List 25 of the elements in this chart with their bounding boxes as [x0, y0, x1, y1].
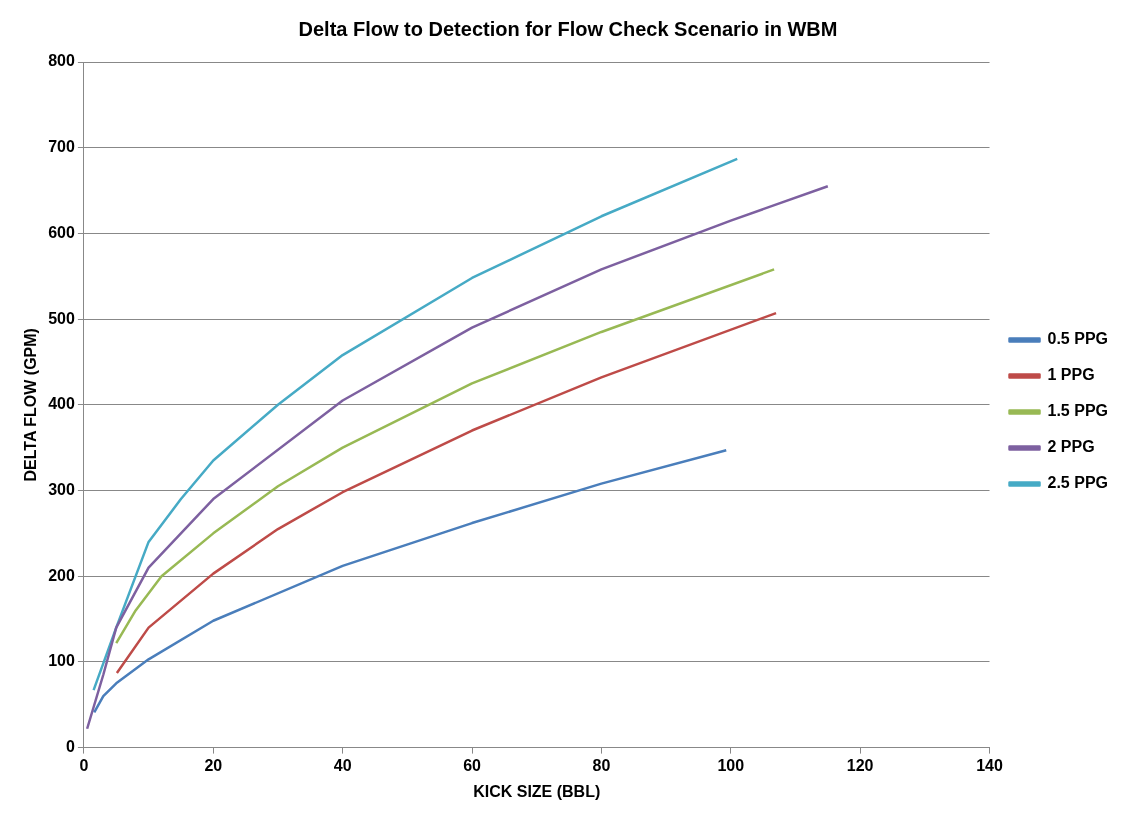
legend-label: 1.5 PPG — [1047, 402, 1109, 420]
x-tick-label: 60 — [463, 756, 482, 774]
x-tick-label: 120 — [846, 756, 874, 774]
x-tick-label: 0 — [79, 756, 89, 774]
y-tick-label: 400 — [48, 395, 75, 413]
chart-title: Delta Flow to Detection for Flow Check Scenario in WBM — [298, 17, 838, 40]
legend-label: 0.5 PPG — [1047, 330, 1109, 348]
legend-label: 1 PPG — [1047, 366, 1095, 384]
x-tick-label: 140 — [976, 756, 1003, 774]
y-tick-label: 700 — [48, 138, 75, 156]
legend-label: 2 PPG — [1047, 438, 1095, 456]
y-tick-label: 600 — [48, 223, 75, 241]
x-tick-label: 20 — [204, 756, 223, 774]
x-tick-label: 100 — [717, 756, 745, 774]
x-tick-label: 80 — [592, 756, 611, 774]
y-tick-label: 800 — [48, 52, 75, 70]
y-tick-label: 0 — [65, 738, 75, 756]
y-tick-label: 100 — [48, 652, 75, 670]
y-tick-label: 200 — [48, 566, 75, 584]
x-tick-label: 40 — [333, 756, 352, 774]
y-axis-title: DELTA FLOW (GPM) — [22, 328, 40, 482]
x-axis-title: KICK SIZE (BBL) — [473, 782, 601, 800]
y-tick-label: 300 — [48, 480, 75, 498]
legend-label: 2.5 PPG — [1047, 474, 1109, 492]
y-tick-label: 500 — [48, 309, 75, 327]
